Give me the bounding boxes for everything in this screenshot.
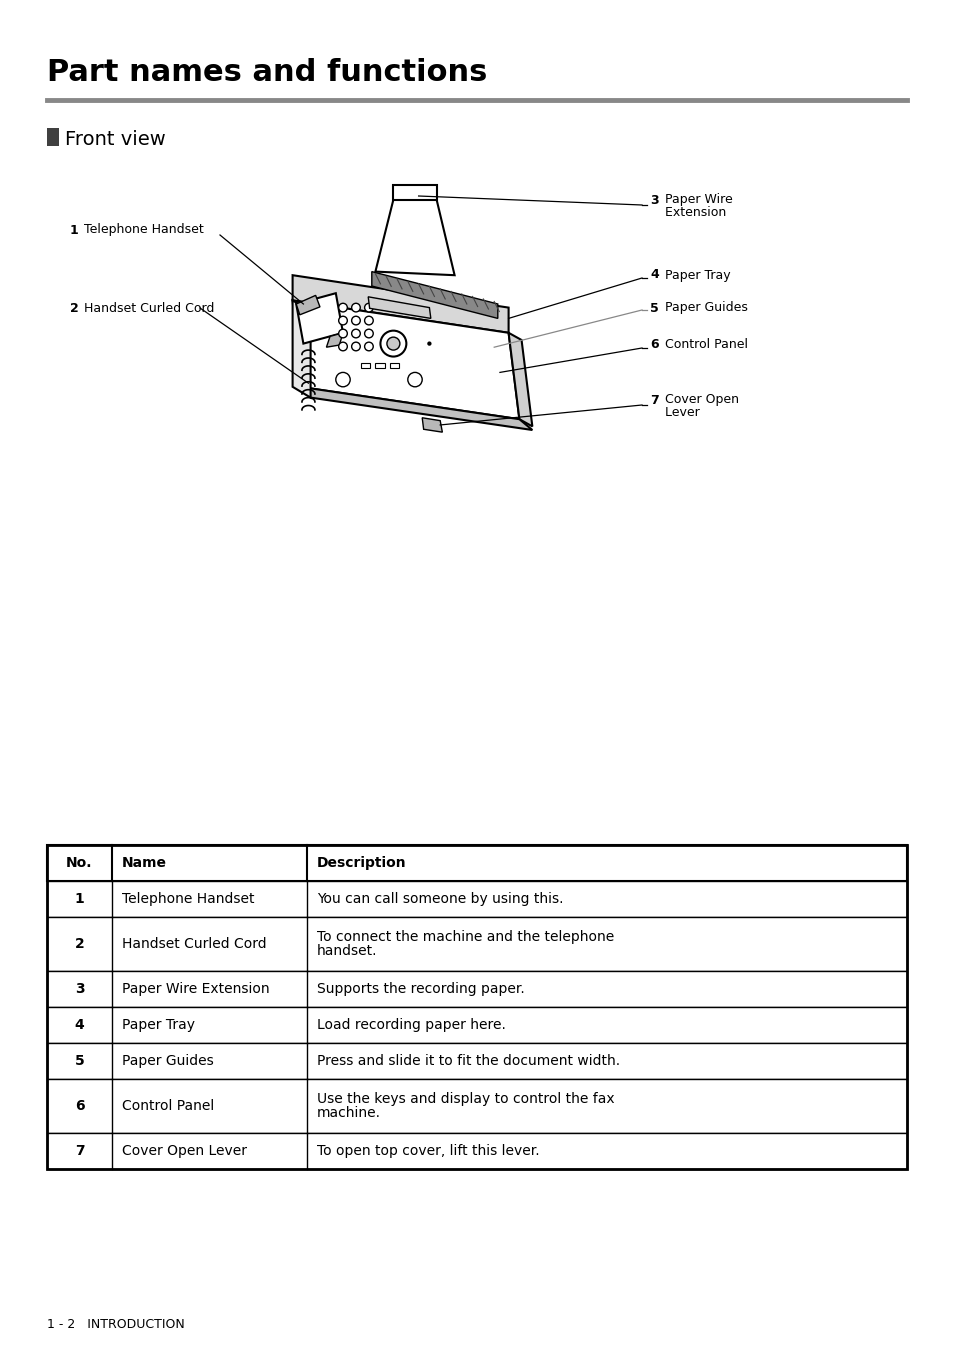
Text: Paper Wire: Paper Wire <box>660 193 732 207</box>
Polygon shape <box>326 333 343 347</box>
Text: 3: 3 <box>74 982 84 996</box>
Bar <box>47 917 906 971</box>
Circle shape <box>338 342 347 350</box>
Circle shape <box>352 329 360 338</box>
Text: 6: 6 <box>74 1099 84 1113</box>
Bar <box>47 1007 906 1042</box>
Text: Extension: Extension <box>660 207 725 219</box>
Polygon shape <box>375 200 455 276</box>
Circle shape <box>380 331 406 357</box>
Bar <box>360 364 370 368</box>
Circle shape <box>335 372 350 387</box>
Circle shape <box>364 316 373 324</box>
Text: Telephone Handset: Telephone Handset <box>80 223 204 237</box>
Text: Description: Description <box>316 856 406 869</box>
Text: Control Panel: Control Panel <box>660 338 747 352</box>
Bar <box>390 364 398 368</box>
Text: 1: 1 <box>70 223 79 237</box>
Text: Name: Name <box>122 856 167 869</box>
Text: Supports the recording paper.: Supports the recording paper. <box>316 982 524 996</box>
Text: 5: 5 <box>74 1055 84 1068</box>
Text: 1 - 2   INTRODUCTION: 1 - 2 INTRODUCTION <box>47 1317 185 1330</box>
Bar <box>47 128 59 146</box>
Bar <box>47 1042 906 1079</box>
Text: Use the keys and display to control the fax: Use the keys and display to control the … <box>316 1092 614 1106</box>
Circle shape <box>387 337 399 350</box>
Text: You can call someone by using this.: You can call someone by using this. <box>316 892 563 906</box>
Text: No.: No. <box>66 856 92 869</box>
Text: Handset Curled Cord: Handset Curled Cord <box>80 301 214 315</box>
Text: Paper Guides: Paper Guides <box>122 1055 213 1068</box>
Polygon shape <box>293 300 311 397</box>
Text: Paper Wire Extension: Paper Wire Extension <box>122 982 270 996</box>
Text: Part names and functions: Part names and functions <box>47 58 487 87</box>
Circle shape <box>338 316 347 324</box>
Polygon shape <box>508 333 532 426</box>
Text: To connect the machine and the telephone: To connect the machine and the telephone <box>316 930 614 944</box>
Bar <box>47 845 906 882</box>
Text: Front view: Front view <box>65 130 166 149</box>
Text: 6: 6 <box>649 338 658 352</box>
Text: 2: 2 <box>74 937 84 950</box>
Text: 4: 4 <box>74 1018 84 1032</box>
Bar <box>47 1133 906 1169</box>
Text: Load recording paper here.: Load recording paper here. <box>316 1018 505 1032</box>
Text: 1: 1 <box>74 892 84 906</box>
Bar <box>47 882 906 917</box>
Polygon shape <box>295 295 319 315</box>
Text: Cover Open Lever: Cover Open Lever <box>122 1144 247 1159</box>
Circle shape <box>338 303 347 312</box>
Text: Control Panel: Control Panel <box>122 1099 214 1113</box>
Polygon shape <box>299 387 532 430</box>
Text: Paper Tray: Paper Tray <box>660 269 730 281</box>
Text: Telephone Handset: Telephone Handset <box>122 892 254 906</box>
Circle shape <box>364 342 373 350</box>
Bar <box>47 1079 906 1133</box>
Text: 5: 5 <box>649 301 659 315</box>
Circle shape <box>352 342 360 350</box>
Polygon shape <box>293 276 508 333</box>
Circle shape <box>364 329 373 338</box>
Text: 4: 4 <box>649 269 659 281</box>
Circle shape <box>427 342 431 346</box>
Text: Cover Open: Cover Open <box>660 393 739 407</box>
Circle shape <box>338 329 347 338</box>
Circle shape <box>352 316 360 324</box>
Bar <box>375 364 384 368</box>
Polygon shape <box>422 418 442 433</box>
Circle shape <box>352 303 360 312</box>
Text: Paper Guides: Paper Guides <box>660 301 747 315</box>
Circle shape <box>364 303 373 312</box>
Circle shape <box>407 372 422 387</box>
Polygon shape <box>372 272 497 319</box>
Polygon shape <box>368 297 431 319</box>
Polygon shape <box>295 293 343 343</box>
Text: 7: 7 <box>649 393 659 407</box>
Text: Press and slide it to fit the document width.: Press and slide it to fit the document w… <box>316 1055 619 1068</box>
Text: Lever: Lever <box>660 407 699 419</box>
Text: 7: 7 <box>74 1144 84 1159</box>
Text: Handset Curled Cord: Handset Curled Cord <box>122 937 266 950</box>
Polygon shape <box>393 185 436 200</box>
Bar <box>47 971 906 1007</box>
Text: machine.: machine. <box>316 1106 380 1119</box>
Text: Paper Tray: Paper Tray <box>122 1018 194 1032</box>
Text: handset.: handset. <box>316 944 377 959</box>
Bar <box>47 845 906 1169</box>
Text: 3: 3 <box>649 193 658 207</box>
Polygon shape <box>293 300 518 419</box>
Text: To open top cover, lift this lever.: To open top cover, lift this lever. <box>316 1144 539 1159</box>
Text: 2: 2 <box>70 301 79 315</box>
